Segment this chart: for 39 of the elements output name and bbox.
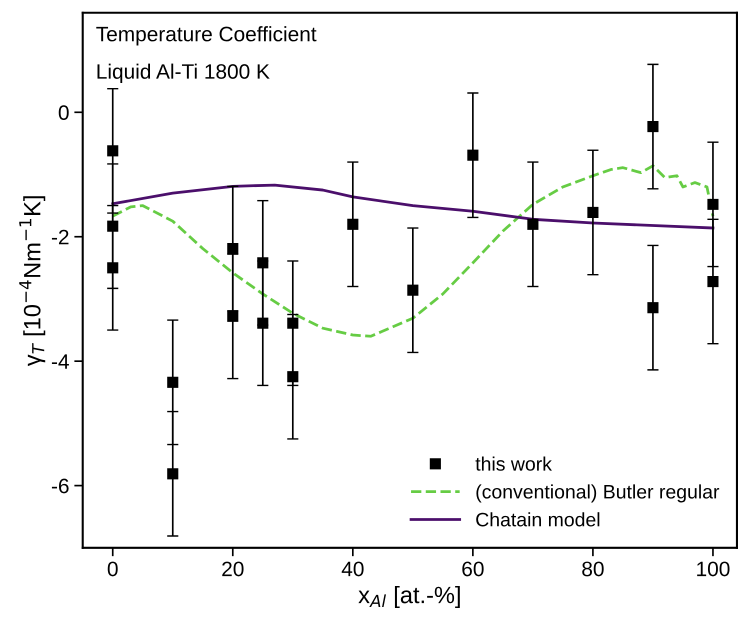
x-tick-label: 60 [462, 562, 484, 576]
x-tick-label: 40 [342, 562, 364, 576]
legend-label: (conventional) Butler regular [476, 484, 720, 502]
x-tick-label: 20 [222, 562, 244, 576]
point [347, 218, 358, 230]
x-tick-label: 80 [582, 562, 604, 576]
point [287, 318, 298, 329]
point [527, 218, 538, 230]
point [107, 220, 118, 232]
x-tick-label: 0 [108, 562, 118, 576]
point [707, 276, 719, 288]
line-series [111, 184, 714, 230]
point [227, 242, 238, 254]
line-series [111, 164, 714, 338]
annotation: Liquid Al-Ti 1800 K [98, 64, 270, 83]
y-tick-label: 0 [58, 105, 69, 120]
point [257, 257, 268, 268]
legend-label: Chatain model [476, 512, 600, 526]
point [707, 198, 719, 210]
annotation: Temperature Coefficient [96, 26, 316, 46]
point [167, 376, 178, 388]
point [167, 468, 178, 480]
x-tick-label: 100 [697, 562, 730, 576]
y-axis-title: γ$_{T}$ [10$^{−4}$Nm$^{−1}$K] [19, 196, 46, 366]
point [107, 262, 118, 274]
point [587, 206, 598, 218]
x-axis-title: x$_{Al}$ [at.-%] [358, 586, 460, 608]
point [647, 302, 658, 314]
y-tick-label: -4 [52, 354, 69, 369]
legend-label: this work [476, 456, 552, 471]
point [287, 371, 298, 382]
point [647, 121, 658, 132]
point [257, 318, 268, 329]
point [107, 145, 118, 156]
point [407, 284, 418, 296]
y-tick-label: -6 [52, 478, 69, 494]
point [467, 150, 478, 161]
point [227, 310, 238, 322]
y-tick-label: -2 [52, 230, 68, 244]
